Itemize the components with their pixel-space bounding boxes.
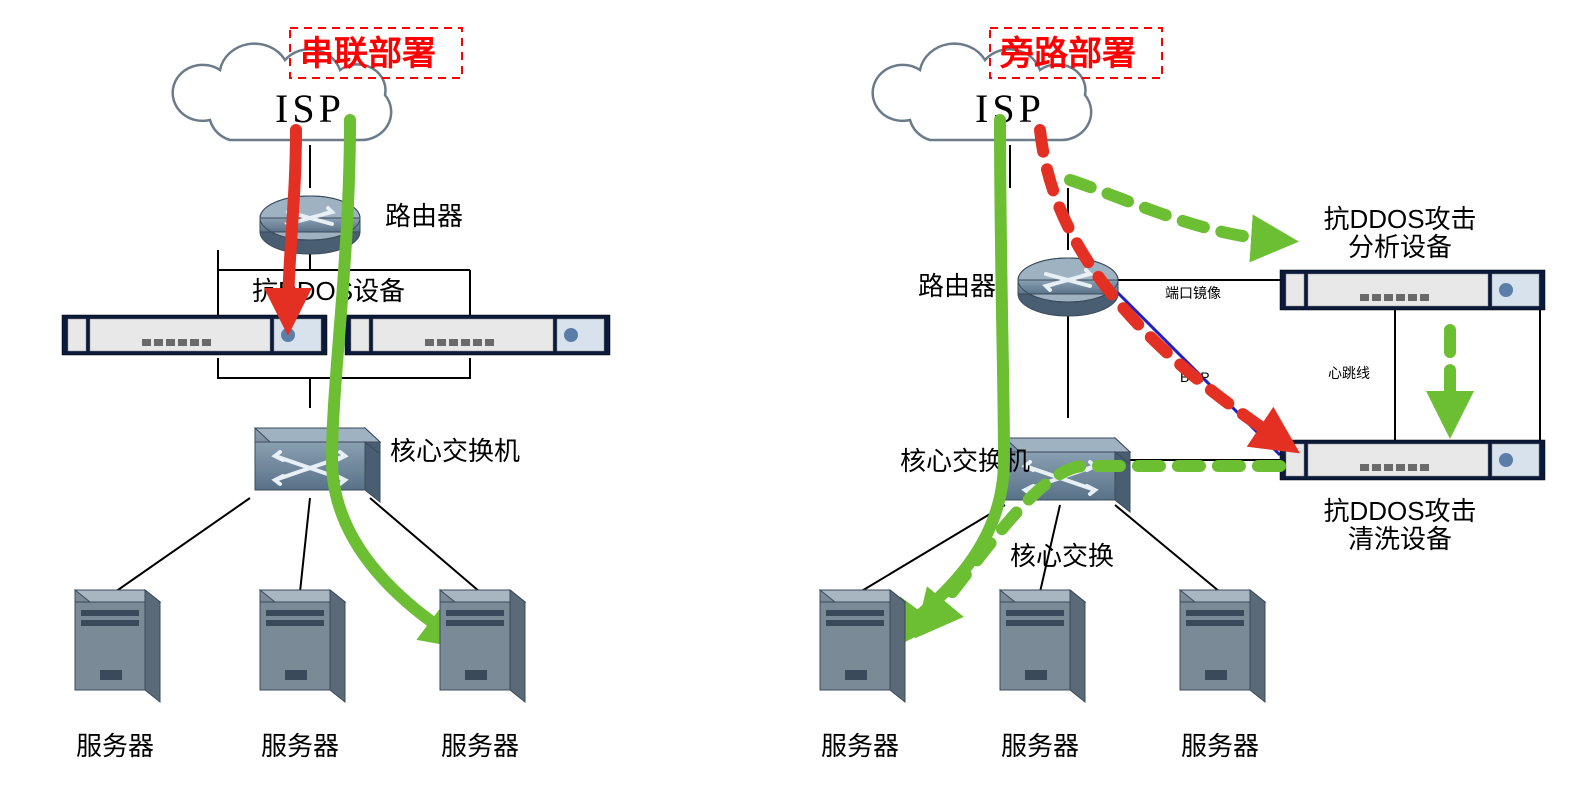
router-label-right: 路由器 (918, 271, 996, 301)
left-title: 串联部署 (300, 35, 436, 73)
heartbeat-label: 心跳线 (1328, 365, 1370, 381)
analyzer-label-1: 抗DDOS攻击 (1323, 204, 1476, 234)
appliance-left-1 (62, 315, 327, 355)
analyzer-label-2: 分析设备 (1348, 232, 1452, 262)
server-left-1 (260, 590, 345, 702)
server-label-left-2: 服务器 (441, 731, 519, 761)
cleaner-label-1: 抗DDOS攻击 (1323, 496, 1476, 526)
server-left-0 (75, 590, 160, 702)
server-label-right-2: 服务器 (1181, 731, 1259, 761)
cleaner-label-2: 清洗设备 (1348, 524, 1452, 554)
analyzer-appliance (1280, 270, 1545, 310)
core-switch-left (255, 428, 380, 502)
server-right-0 (820, 590, 905, 702)
appliance-left-2 (345, 315, 610, 355)
router-label-left: 路由器 (385, 201, 463, 231)
network-diagram: ISP 串联部署 路由器 抗DDOS设备 核心交换机 服务器 服务器 服务器 ISP… (0, 0, 1578, 794)
right-title: 旁路部署 (999, 34, 1136, 73)
ddos-label-left: 抗DDOS设备 (252, 276, 405, 306)
left-diagram: ISP 串联部署 路由器 抗DDOS设备 核心交换机 服务器 服务器 服务器 (62, 28, 610, 761)
right-green-dash-to-analyzer (1070, 180, 1275, 240)
core-switch-label-left: 核心交换机 (390, 436, 520, 466)
server-label-left-0: 服务器 (76, 731, 154, 761)
isp-label-left: ISP (275, 86, 345, 131)
mirror-label: 端口镜像 (1165, 285, 1221, 301)
server-left-2 (440, 590, 525, 702)
server-right-2 (1180, 590, 1265, 702)
server-right-1 (1000, 590, 1085, 702)
server-label-left-1: 服务器 (261, 731, 339, 761)
server-label-right-0: 服务器 (821, 731, 899, 761)
core-switch-label-right: 核心交换机 (900, 446, 1030, 476)
isp-label-right: ISP (975, 86, 1045, 131)
server-label-right-1: 服务器 (1001, 731, 1079, 761)
right-diagram: ISP 旁路部署 路由器 抗DDOS攻击 分析设备 抗DDOS攻击 清洗设备 核… (820, 28, 1545, 761)
cleaner-appliance (1280, 440, 1545, 480)
core-switch-label2-right: 核心交换 (1010, 541, 1114, 571)
